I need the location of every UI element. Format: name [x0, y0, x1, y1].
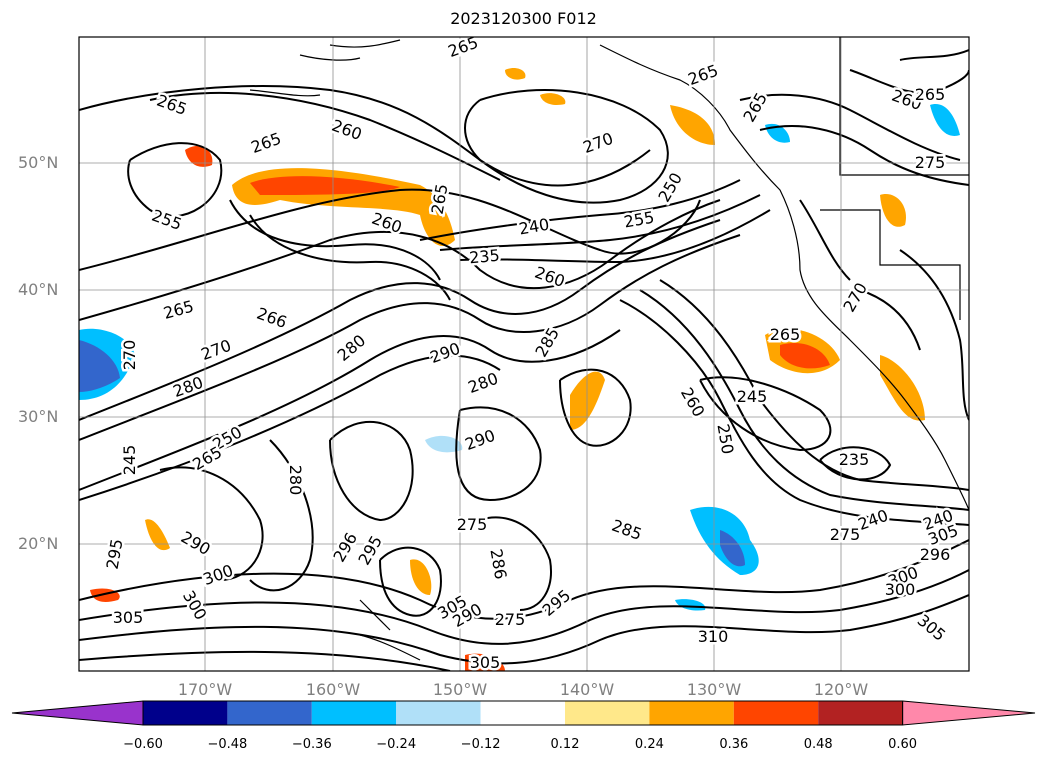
colorbar-tick-label: −0.36	[291, 737, 332, 752]
contour-label: 235	[468, 246, 500, 268]
colorbar-extend-low	[11, 700, 144, 726]
contour-label-halo: 305	[113, 608, 144, 627]
contour-label-halo: 275	[915, 153, 946, 172]
colorbar-tick-label: 0.12	[550, 737, 580, 752]
lon-label-150w: 150°W	[432, 680, 488, 699]
contour-label-halo: 300	[885, 580, 916, 599]
lat-label-40n: 40°N	[18, 280, 59, 299]
colorbar-tick-label: −0.60	[123, 737, 163, 752]
contour-label-halo: 310	[698, 627, 729, 646]
colorbar-tick-label: 0.60	[888, 737, 918, 752]
colorbar-segment	[311, 701, 397, 725]
colorbar-segment	[818, 701, 903, 725]
colorbar-segment	[733, 701, 819, 725]
lon-label-170w: 170°W	[177, 680, 233, 699]
map-title: 2023120300 F012	[450, 9, 597, 28]
contour-label: 235	[839, 450, 870, 469]
colorbar-segment	[480, 701, 565, 725]
anomaly-patches	[79, 67, 960, 671]
colorbar-tick-label: −0.12	[460, 737, 501, 752]
coastline	[249, 37, 969, 661]
colorbar-tick-label: 0.48	[803, 737, 833, 752]
lon-label-160w: 160°W	[305, 680, 361, 699]
contour-label-halo: 296	[920, 545, 951, 564]
contour-label: 280	[286, 465, 305, 496]
map-frame	[78, 36, 970, 672]
lon-label-120w: 120°W	[813, 680, 869, 699]
contour-label-halo: 265	[915, 85, 946, 104]
contour-label: 275	[457, 515, 488, 534]
contour-label: 305	[113, 608, 144, 627]
contour-label-halo: 275	[495, 610, 526, 629]
contour-label-halo: 235	[839, 450, 870, 469]
contour-label-halo: 280	[286, 465, 305, 496]
contour-label: 296	[920, 545, 951, 564]
contour-label-halo: 235	[468, 246, 500, 268]
contour-label: 265	[770, 325, 801, 344]
contour-label: 300	[885, 580, 916, 599]
lat-label-50n: 50°N	[18, 153, 59, 172]
colorbar-segment	[396, 701, 481, 725]
contour-lines	[79, 49, 969, 671]
contour-label: 245	[737, 387, 768, 406]
colorbar-extend-high	[902, 700, 1036, 726]
lon-label-140w: 140°W	[559, 680, 615, 699]
contour-label: 265	[915, 85, 946, 104]
colorbar-segment	[227, 701, 312, 725]
contour-label-halo: 265	[770, 325, 801, 344]
contour-label: 275	[915, 153, 946, 172]
contour-label: 270	[120, 340, 139, 371]
contour-label: 245	[120, 445, 139, 476]
contour-label-halo: 275	[830, 525, 861, 544]
contour-label-halo: 270	[120, 340, 139, 371]
gridlines	[79, 37, 969, 671]
contour-label-halo: 305	[470, 653, 501, 672]
lon-label-130w: 130°W	[686, 680, 742, 699]
contour-label-halo: 245	[737, 387, 768, 406]
colorbar-tick-label: −0.48	[207, 737, 248, 752]
colorbar-segment	[649, 701, 734, 725]
contour-label-halo: 245	[120, 445, 139, 476]
colorbar-segment	[143, 701, 228, 725]
contour-label-halo: 275	[457, 515, 488, 534]
colorbar-tick-label: 0.24	[634, 737, 664, 752]
contour-label: 275	[495, 610, 526, 629]
colorbar-tick-label: 0.36	[719, 737, 749, 752]
colorbar-tick-label: −0.24	[376, 737, 417, 752]
contour-label: 275	[830, 525, 861, 544]
lat-label-20n: 20°N	[18, 534, 59, 553]
contour-label: 305	[470, 653, 501, 672]
contour-label: 310	[698, 627, 729, 646]
lat-label-30n: 30°N	[18, 407, 59, 426]
colorbar-segment	[565, 701, 650, 725]
colorbar-outline	[142, 700, 904, 726]
